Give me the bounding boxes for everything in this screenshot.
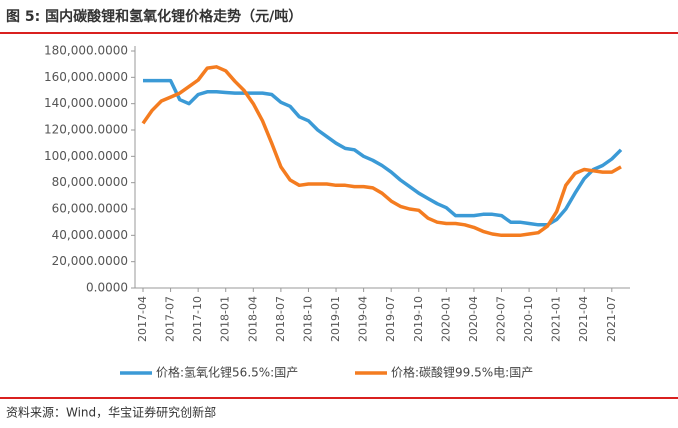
x-tick-label: 2019-01 bbox=[329, 296, 342, 342]
x-tick-label: 2020-10 bbox=[522, 296, 535, 342]
y-tick-label: 160,000.0000 bbox=[44, 70, 128, 84]
y-tick-label: 60,000.0000 bbox=[52, 202, 128, 216]
x-tick-label: 2020-04 bbox=[467, 296, 480, 342]
x-tick-label: 2018-04 bbox=[246, 296, 259, 342]
x-tick-label: 2019-07 bbox=[384, 296, 397, 342]
y-tick-label: 0.0000 bbox=[86, 281, 128, 295]
chart-title: 图 5: 国内碳酸锂和氢氧化锂价格走势（元/吨） bbox=[6, 8, 302, 25]
y-tick-label: 40,000.0000 bbox=[52, 228, 128, 242]
y-tick-label: 80,000.0000 bbox=[52, 175, 128, 189]
y-tick-label: 180,000.0000 bbox=[44, 44, 128, 58]
x-tick-label: 2017-04 bbox=[136, 296, 149, 342]
y-tick-label: 20,000.0000 bbox=[52, 254, 128, 268]
source: 资料来源：Wind，华宝证券研究创新部 bbox=[6, 405, 216, 420]
y-tick-label: 140,000.0000 bbox=[44, 96, 128, 110]
y-tick-label: 120,000.0000 bbox=[44, 123, 128, 137]
x-tick-label: 2019-10 bbox=[412, 296, 425, 342]
legend-label: 价格:碳酸锂99.5%电:国产 bbox=[391, 365, 533, 380]
x-tick-label: 2017-07 bbox=[164, 296, 177, 342]
x-tick-label: 2017-10 bbox=[191, 296, 204, 342]
x-tick-label: 2018-07 bbox=[274, 296, 287, 342]
legend-label: 价格:氢氧化锂56.5%:国产 bbox=[156, 365, 298, 380]
y-tick-label: 100,000.0000 bbox=[44, 149, 128, 163]
x-tick-label: 2021-07 bbox=[605, 296, 618, 342]
series-line bbox=[143, 78, 623, 227]
x-tick-label: 2019-04 bbox=[357, 296, 370, 342]
x-tick-label: 2021-01 bbox=[550, 296, 563, 342]
x-tick-label: 2020-01 bbox=[439, 296, 452, 342]
x-tick-label: 2018-10 bbox=[301, 296, 314, 342]
x-tick-label: 2021-04 bbox=[577, 296, 590, 342]
x-tick-label: 2018-01 bbox=[219, 296, 232, 342]
x-tick-label: 2020-07 bbox=[495, 296, 508, 342]
series-line bbox=[141, 65, 622, 238]
